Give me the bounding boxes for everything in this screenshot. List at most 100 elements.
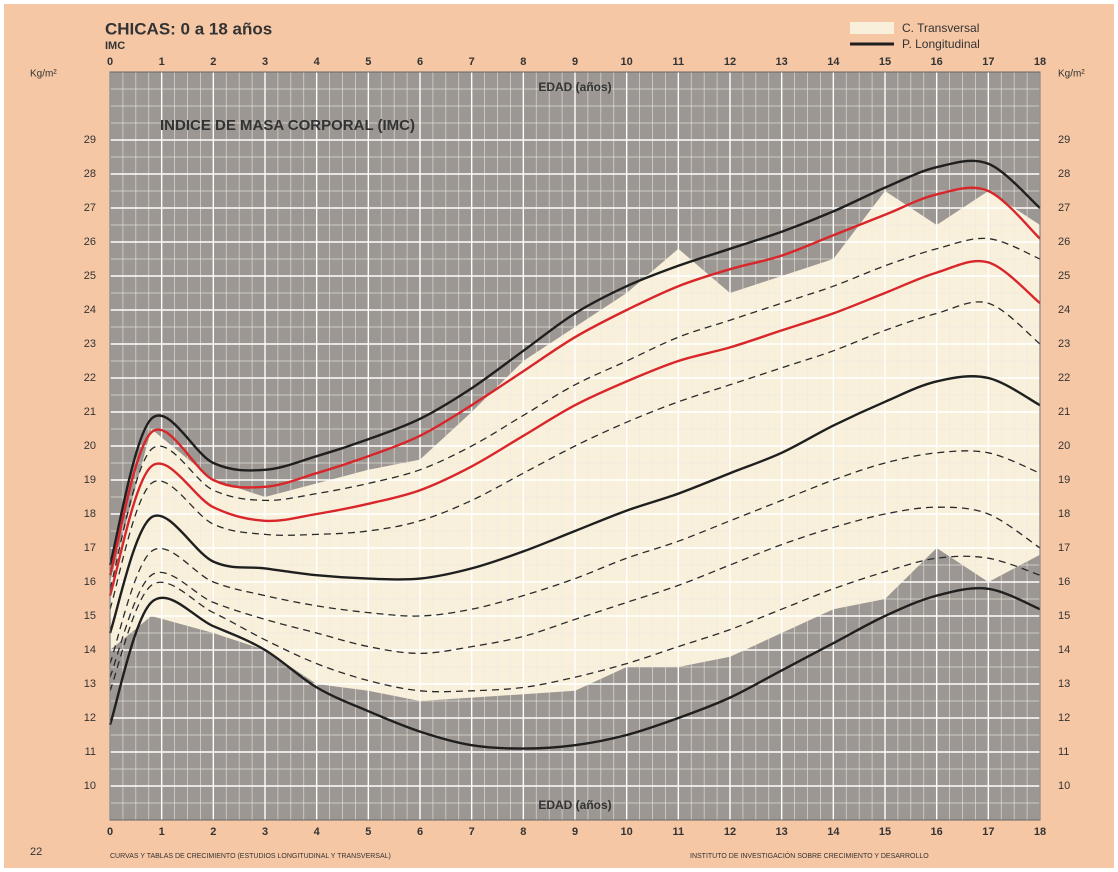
percentile-line [108, 259, 1041, 596]
y2-tick-label: 24 [1058, 304, 1070, 316]
x-tick-label: 3 [262, 56, 268, 68]
y2-tick-label: 11 [1058, 746, 1069, 758]
x-tick-label: 10 [621, 56, 633, 68]
y-tick-label: 18 [84, 508, 96, 520]
percentile-line [109, 506, 1041, 678]
y-tick-label: 26 [84, 236, 96, 248]
x-axis-label: EDAD (años) [538, 80, 611, 94]
y2-tick-label: 13 [1058, 678, 1070, 690]
x-tick-label: 1 [159, 826, 165, 838]
x-tick-label: 4 [314, 826, 321, 838]
y-tick-label: 22 [84, 372, 96, 384]
x-tick-label: 18 [1034, 826, 1046, 838]
x-tick-label: 8 [520, 56, 526, 68]
x-tick-label: 7 [469, 56, 475, 68]
x-tick-label: 5 [365, 826, 371, 838]
y2-tick-label: 23 [1058, 338, 1070, 350]
percentile-line [108, 186, 1041, 576]
x-tick-label: 7 [469, 826, 475, 838]
x-axis-label: EDAD (años) [538, 798, 611, 812]
y-tick-label: 21 [84, 406, 96, 418]
y2-tick-label: 14 [1058, 644, 1070, 656]
y2-tick-label: 28 [1058, 168, 1070, 180]
y2-tick-label: 16 [1058, 576, 1070, 588]
percentile-line [108, 159, 1041, 566]
legend-area-swatch [850, 22, 894, 34]
plot-frame [109, 71, 1041, 821]
x-tick-label: 9 [572, 56, 578, 68]
y-tick-label: 16 [84, 576, 96, 588]
x-tick-label: 0 [107, 56, 113, 68]
x-tick-label: 2 [210, 56, 216, 68]
y-tick-label: 14 [84, 644, 96, 656]
x-tick-label: 1 [159, 56, 165, 68]
x-tick-label: 16 [931, 826, 943, 838]
chart-heading: INDICE DE MASA CORPORAL (IMC) [160, 117, 415, 134]
footer-text: CURVAS Y TABLAS DE CRECIMIENTO (ESTUDIOS… [110, 853, 391, 860]
y-tick-label: 23 [84, 338, 96, 350]
y-tick-label: 12 [84, 712, 96, 724]
x-tick-label: 18 [1034, 56, 1046, 68]
x-tick-label: 14 [827, 826, 840, 838]
y-tick-label: 29 [84, 134, 96, 146]
y-tick-label: 17 [84, 542, 96, 554]
y-tick-label: 13 [84, 678, 96, 690]
x-tick-label: 12 [724, 826, 736, 838]
y2-tick-label: 29 [1058, 134, 1070, 146]
y2-tick-label: 25 [1058, 270, 1070, 282]
x-tick-label: 9 [572, 826, 578, 838]
y2-tick-label: 21 [1058, 406, 1070, 418]
y2-tick-label: 26 [1058, 236, 1070, 248]
percentile-line [109, 301, 1041, 610]
x-tick-label: 6 [417, 56, 423, 68]
y2-tick-label: 17 [1058, 542, 1070, 554]
x-tick-label: 11 [673, 56, 685, 68]
x-tick-label: 15 [879, 56, 891, 68]
y-axis-label: Kg/m² [30, 69, 57, 80]
y-tick-label: 19 [84, 474, 96, 486]
y2-tick-label: 27 [1058, 202, 1070, 214]
x-tick-label: 4 [314, 56, 321, 68]
x-tick-label: 3 [262, 826, 268, 838]
y-tick-label: 11 [85, 746, 96, 758]
percentile-line [109, 555, 1041, 693]
y-tick-label: 28 [84, 168, 96, 180]
y-tick-label: 25 [84, 270, 96, 282]
y2-tick-label: 10 [1058, 780, 1070, 792]
x-tick-label: 16 [931, 56, 943, 68]
y2-tick-label: 20 [1058, 440, 1070, 452]
x-tick-label: 0 [107, 826, 113, 838]
x-tick-label: 15 [879, 826, 891, 838]
y2-tick-label: 19 [1058, 474, 1070, 486]
y2-tick-label: 22 [1058, 372, 1070, 384]
x-tick-label: 17 [982, 826, 994, 838]
y2-tick-label: 15 [1058, 610, 1070, 622]
chart-title: CHICAS: 0 a 18 años [105, 19, 272, 38]
y-tick-label: 24 [84, 304, 96, 316]
chart-subtitle: IMC [105, 40, 125, 52]
x-tick-label: 11 [673, 826, 685, 838]
x-tick-label: 17 [982, 56, 994, 68]
percentile-line [108, 587, 1041, 750]
legend-label: C. Transversal [902, 21, 979, 35]
page-number: 22 [30, 846, 42, 858]
percentile-line [109, 450, 1041, 664]
y-tick-label: 27 [84, 202, 96, 214]
y2-axis-label: Kg/m² [1058, 69, 1085, 80]
y-tick-label: 10 [84, 780, 96, 792]
y2-tick-label: 12 [1058, 712, 1070, 724]
x-tick-label: 2 [210, 826, 216, 838]
x-tick-label: 13 [776, 56, 788, 68]
x-tick-label: 6 [417, 826, 423, 838]
legend-label: P. Longitudinal [902, 37, 980, 51]
y2-tick-label: 18 [1058, 508, 1070, 520]
x-tick-label: 8 [520, 826, 526, 838]
x-tick-label: 10 [621, 826, 633, 838]
percentile-line [108, 375, 1041, 634]
x-tick-label: 12 [724, 56, 736, 68]
x-tick-label: 14 [827, 56, 840, 68]
footer-text: INSTITUTO DE INVESTIGACIÓN SOBRE CRECIMI… [690, 851, 929, 860]
x-tick-label: 5 [365, 56, 371, 68]
y-tick-label: 20 [84, 440, 96, 452]
